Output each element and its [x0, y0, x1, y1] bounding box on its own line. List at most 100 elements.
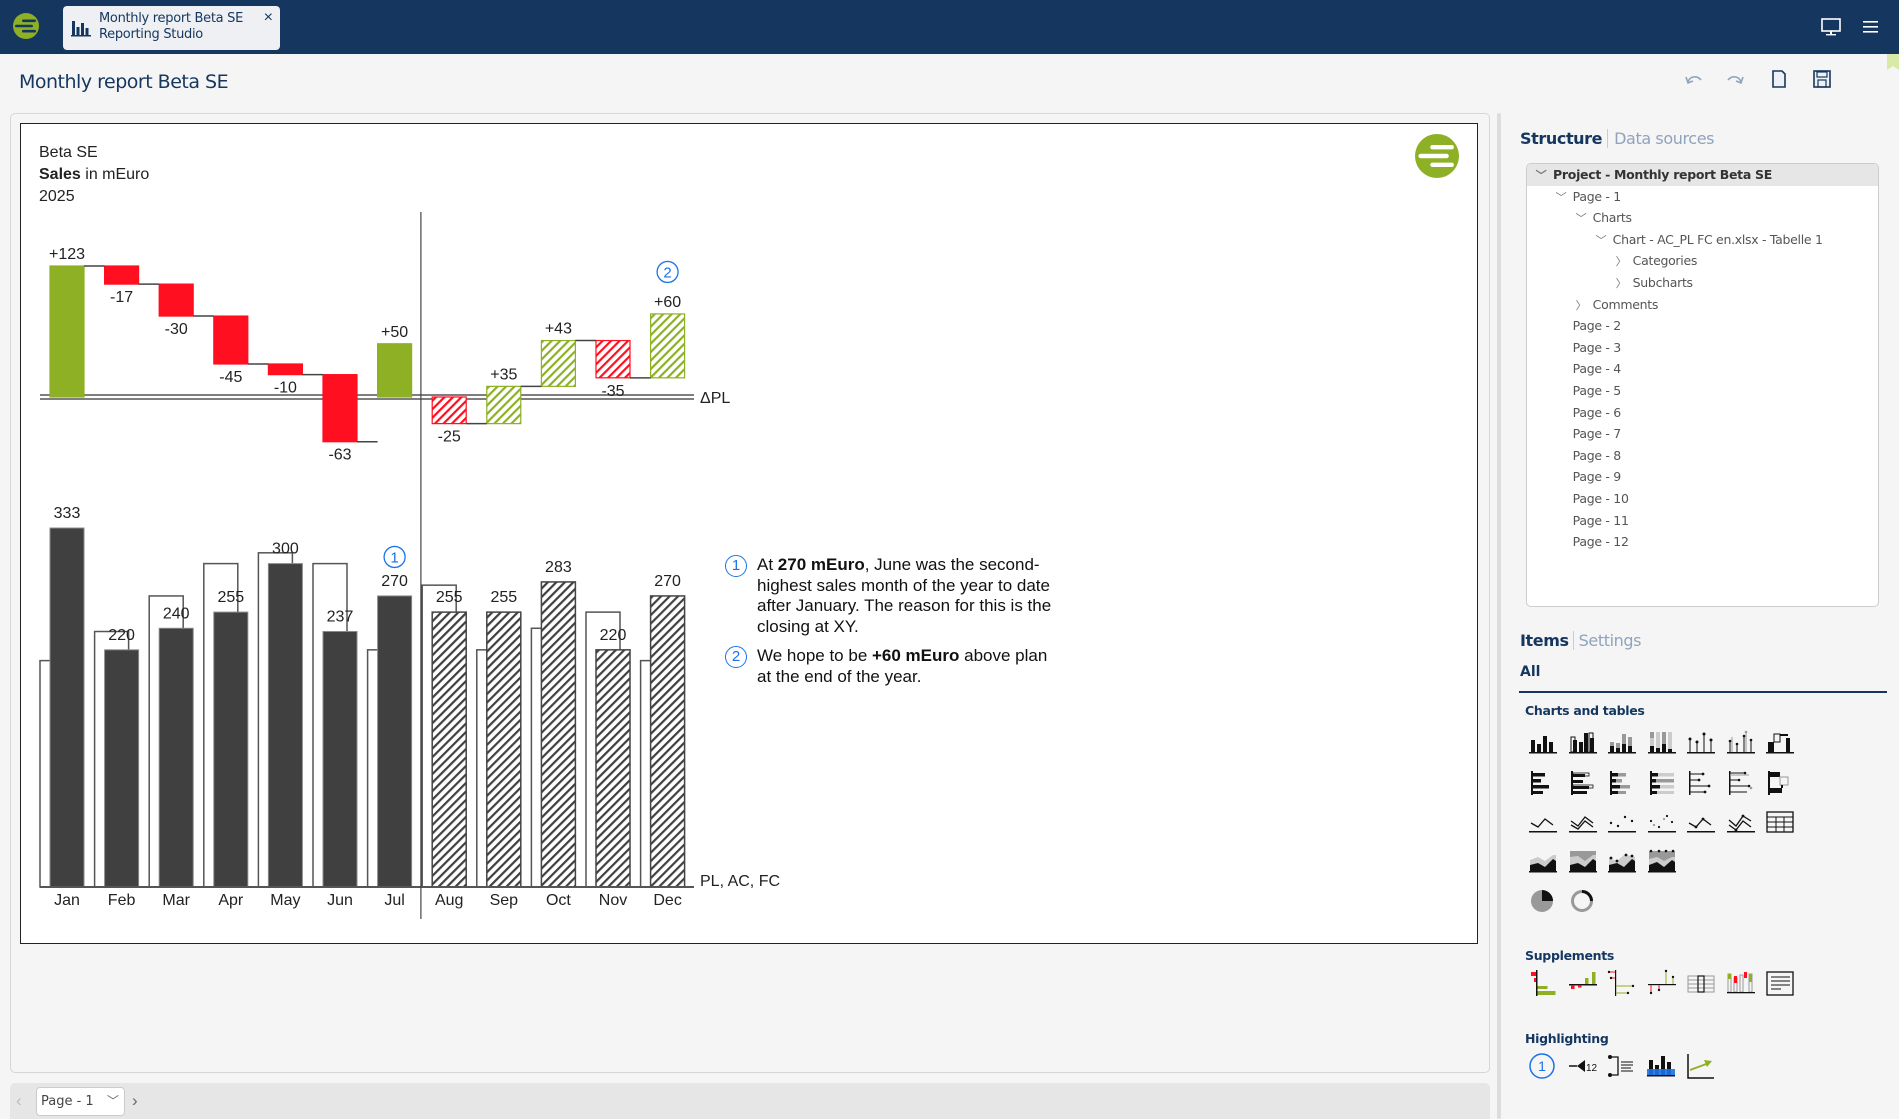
pie-chart-icon[interactable]	[1526, 886, 1562, 916]
column-stacked-icon[interactable]	[1605, 728, 1641, 758]
tree-item[interactable]: 〉 Subcharts	[1527, 272, 1878, 294]
previous-page-button[interactable]: ‹	[16, 1091, 22, 1110]
comment-1[interactable]: 1 At 270 mEuro, June was the second-high…	[724, 555, 1054, 637]
bar-stacked-icon[interactable]	[1605, 768, 1641, 798]
trend-arrow-icon[interactable]	[1684, 1051, 1720, 1081]
chevron-right-icon[interactable]: 〉	[1615, 276, 1627, 290]
area-stacked-icon[interactable]	[1566, 847, 1602, 877]
new-document-icon[interactable]	[1768, 68, 1790, 90]
page-select[interactable]: Page - 1 ﹀	[36, 1087, 125, 1116]
tree-item[interactable]: ﹀ Page - 1	[1527, 186, 1878, 208]
reference-line-icon[interactable]: 12	[1566, 1051, 1602, 1081]
tree-item-label: Comments	[1589, 296, 1659, 312]
tree-item[interactable]: Page - 3	[1527, 337, 1878, 359]
tree-item[interactable]: Page - 12	[1527, 531, 1878, 553]
tree-item[interactable]: 〉 Comments	[1527, 294, 1878, 316]
area-chart-icon[interactable]	[1526, 847, 1562, 877]
bar-chart-icon[interactable]	[1526, 768, 1562, 798]
tab-settings[interactable]: Settings	[1572, 631, 1641, 650]
chart-unit: in mEuro	[80, 166, 150, 183]
redo-icon[interactable]	[1724, 68, 1746, 90]
dot-chart-icon[interactable]	[1605, 807, 1641, 837]
chevron-down-icon[interactable]: ﹀	[1575, 212, 1587, 226]
bar-pl-chart-icon[interactable]	[1566, 768, 1602, 798]
donut-chart-icon[interactable]	[1566, 886, 1602, 916]
line-chart-icon[interactable]	[1526, 807, 1562, 837]
chevron-right-icon[interactable]: 〉	[1575, 298, 1587, 312]
tree-item[interactable]: Page - 4	[1527, 358, 1878, 380]
next-page-button[interactable]: ›	[132, 1091, 138, 1110]
chevron-down-icon[interactable]: ﹀	[1555, 190, 1567, 204]
vertical-pin-variance-icon[interactable]	[1645, 968, 1681, 998]
tree-item[interactable]: Page - 11	[1527, 510, 1878, 532]
tree-item-label: Page - 5	[1569, 382, 1622, 398]
tree-item[interactable]: Page - 8	[1527, 445, 1878, 467]
app-logo-icon[interactable]	[13, 13, 39, 39]
section-charts-and-tables: Charts and tables	[1525, 703, 1645, 718]
tab-items[interactable]: Items	[1520, 631, 1569, 650]
double-line-marker-icon[interactable]	[1724, 807, 1760, 837]
tree-item[interactable]: Page - 2	[1527, 315, 1878, 337]
bracket-comment-icon[interactable]	[1605, 1051, 1641, 1081]
line-marker-icon[interactable]	[1684, 807, 1720, 837]
pin-chart-icon[interactable]	[1684, 728, 1720, 758]
delta-bar	[267, 363, 303, 376]
filter-all[interactable]: All	[1520, 664, 1541, 680]
horizontal-variance-icon[interactable]	[1526, 968, 1562, 998]
horizontal-pin-pl-icon[interactable]	[1724, 768, 1760, 798]
pin-pl-chart-icon[interactable]	[1724, 728, 1760, 758]
tab-data-sources[interactable]: Data sources	[1607, 129, 1714, 148]
waterfall-column-icon[interactable]	[1763, 728, 1799, 758]
chevron-right-icon[interactable]: 〉	[1615, 255, 1627, 269]
tree-item[interactable]: Page - 6	[1527, 402, 1878, 424]
delta-bar	[540, 339, 577, 387]
double-line-icon[interactable]	[1566, 807, 1602, 837]
vertical-variance-icon[interactable]	[1566, 968, 1602, 998]
comment-marker-icon[interactable]: 1	[1526, 1051, 1562, 1081]
comments-box[interactable]: 1 At 270 mEuro, June was the second-high…	[724, 555, 1054, 696]
save-icon[interactable]	[1811, 68, 1833, 90]
right-panel: Structure Data sources ﹀ Project - Monthl…	[1504, 113, 1899, 1119]
bar-100-icon[interactable]	[1645, 768, 1681, 798]
bar-value-label: 255	[436, 589, 463, 606]
hamburger-menu-icon[interactable]	[1860, 16, 1882, 38]
close-tab-icon[interactable]: ×	[263, 9, 273, 26]
undo-icon[interactable]	[1683, 68, 1705, 90]
delta-value-label: +50	[381, 324, 408, 341]
data-table-icon[interactable]	[1684, 968, 1720, 998]
horizontal-pin-variance-icon[interactable]	[1605, 968, 1641, 998]
tree-item[interactable]: ﹀ Charts	[1527, 207, 1878, 229]
column-100-icon[interactable]	[1645, 728, 1681, 758]
tree-item[interactable]: ﹀ Chart - AC_PL FC en.xlsx - Tabelle 1	[1527, 229, 1878, 251]
delta-value-label: -35	[601, 383, 624, 400]
column-chart-icon[interactable]	[1526, 728, 1562, 758]
dot-scatter-icon[interactable]	[1645, 807, 1681, 837]
table-icon[interactable]	[1763, 807, 1799, 837]
panel-splitter[interactable]	[1497, 113, 1501, 1119]
delta-value-label: +123	[49, 246, 85, 263]
horizontal-pin-icon[interactable]	[1684, 768, 1720, 798]
monitor-icon[interactable]	[1820, 16, 1842, 38]
comment-2[interactable]: 2 We hope to be +60 mEuro above plan at …	[724, 646, 1054, 687]
delta-value-label: +43	[545, 321, 572, 338]
tab-structure[interactable]: Structure	[1520, 129, 1603, 148]
tree-item[interactable]: Page - 9	[1527, 466, 1878, 488]
tab-monthly-report[interactable]: Monthly report Beta SE Reporting Studio …	[63, 6, 280, 50]
tree-item[interactable]: 〉 Categories	[1527, 250, 1878, 272]
tree-item[interactable]: Page - 5	[1527, 380, 1878, 402]
integrated-variance-icon[interactable]	[1724, 968, 1760, 998]
column-pl-chart-icon[interactable]	[1566, 728, 1602, 758]
chevron-down-icon[interactable]: ﹀	[1595, 233, 1607, 247]
panel-tabs: Structure Data sources	[1520, 129, 1714, 148]
area-marker-icon[interactable]	[1605, 847, 1641, 877]
chevron-down-icon[interactable]: ﹀	[1535, 169, 1547, 182]
tree-item[interactable]: ﹀ Project - Monthly report Beta SE	[1527, 164, 1878, 186]
column-highlight-icon[interactable]	[1645, 1051, 1681, 1081]
area-100-icon[interactable]	[1645, 847, 1681, 877]
waterfall-bar-icon[interactable]	[1763, 768, 1799, 798]
bar-value-label: 237	[327, 609, 354, 626]
text-box-icon[interactable]	[1763, 968, 1799, 998]
tree-item[interactable]: Page - 10	[1527, 488, 1878, 510]
tree-item[interactable]: Page - 7	[1527, 423, 1878, 445]
